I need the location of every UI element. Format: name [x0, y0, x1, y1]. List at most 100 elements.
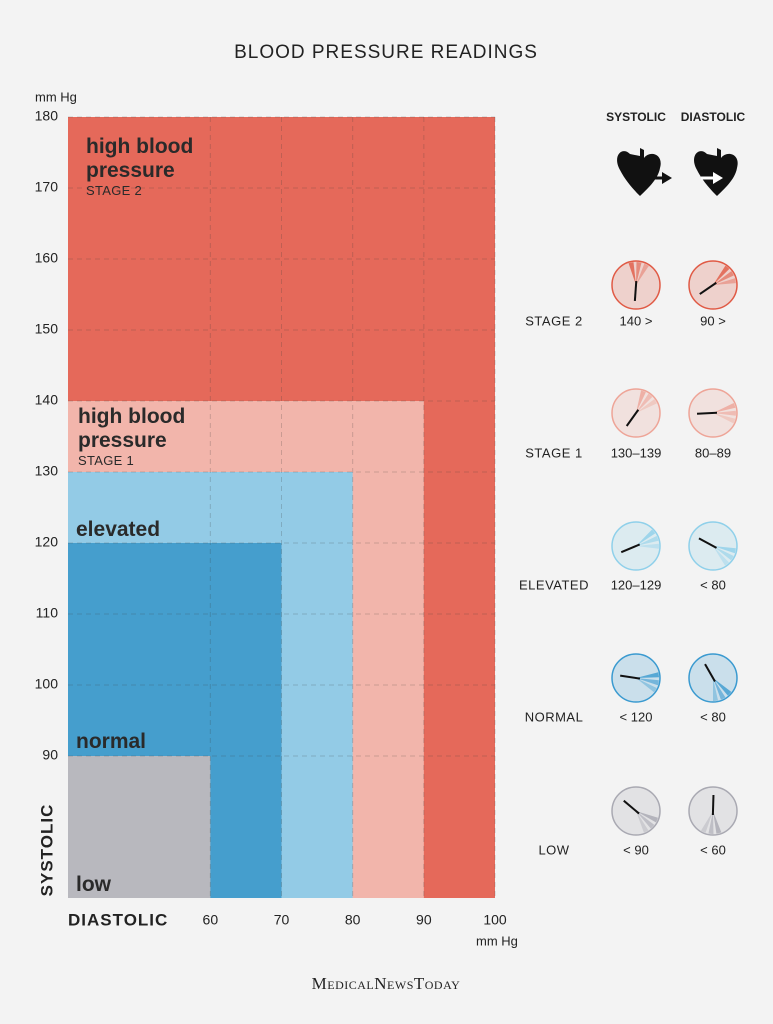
- zone-stage: STAGE 2: [86, 183, 143, 198]
- diastolic-range: < 60: [700, 842, 726, 857]
- gauge-wedge: [713, 265, 730, 285]
- diastolic-range: < 80: [700, 709, 726, 724]
- gauge-wedge: [713, 278, 736, 285]
- heart-icon: [617, 148, 672, 196]
- gauge-needle: [620, 674, 641, 680]
- gauge-needle: [698, 537, 717, 549]
- gauge-wedge: [713, 271, 734, 285]
- gauge-wedge: [636, 811, 658, 823]
- gauge-wedge: [628, 262, 636, 285]
- zones: [68, 117, 495, 898]
- y-tick-label: 100: [35, 676, 59, 692]
- gauge-wedge: [636, 535, 659, 546]
- gauge-wedge: [636, 393, 653, 413]
- gauge-needle: [699, 281, 717, 295]
- y-tick-label: 130: [35, 463, 59, 479]
- zone-label: normal: [76, 730, 226, 754]
- gauge-icon: [688, 653, 738, 703]
- y-tick-label: 140: [35, 392, 59, 408]
- gauge-wedge: [713, 678, 726, 700]
- gauge-wedge: [636, 678, 659, 686]
- x-tick-label: 60: [203, 912, 219, 928]
- gauge-wedge: [636, 672, 659, 678]
- x-title: DIASTOLIC: [68, 910, 168, 929]
- y-tick-label: 110: [36, 605, 59, 621]
- legend-row-label: ELEVATED: [519, 577, 589, 592]
- x-unit: mm Hg: [476, 933, 518, 948]
- x-tick-label: 90: [416, 912, 432, 928]
- zone-label: elevated: [76, 518, 226, 542]
- legend-header: SYSTOLIC: [606, 110, 666, 124]
- diastolic-range: 90 >: [700, 313, 726, 328]
- zone-name: elevated: [76, 518, 161, 541]
- gauge-icon: [611, 260, 661, 310]
- zone-label: low: [76, 873, 226, 897]
- y-tick-label: 170: [35, 179, 59, 195]
- y-tick-label: 160: [35, 250, 59, 266]
- heart-icon: [694, 148, 738, 196]
- gauge-wedge: [713, 811, 722, 834]
- zone-name: normal: [76, 730, 147, 753]
- gauge-wedge: [636, 811, 655, 829]
- gauge-needle: [704, 663, 716, 682]
- zone: [68, 756, 211, 898]
- gauge-wedge: [636, 529, 656, 546]
- gauge-wedge: [713, 678, 719, 701]
- y-tick-label: 120: [35, 534, 59, 550]
- systolic-range: 120–129: [611, 577, 662, 592]
- diastolic-range: < 80: [700, 577, 726, 592]
- gauge-needle: [620, 543, 641, 554]
- gauge-wedge: [700, 811, 713, 833]
- gauge-wedge: [708, 811, 714, 834]
- gauge-wedge: [636, 263, 649, 285]
- y-tick-label: 180: [35, 108, 59, 124]
- zone-stage: STAGE 1: [78, 453, 135, 468]
- gauge-icon: [611, 653, 661, 703]
- x-tick-label: 80: [345, 912, 361, 928]
- legend-row-label: STAGE 1: [525, 445, 582, 460]
- y-unit: mm Hg: [35, 89, 77, 104]
- gauge-icon: [688, 521, 738, 571]
- gauge-icon: [611, 786, 661, 836]
- gauge-icon: [688, 786, 738, 836]
- zone-label: high blood pressure STAGE 2: [86, 135, 236, 199]
- zone-name: high blood pressure: [78, 405, 186, 452]
- legend-row-label: STAGE 2: [525, 313, 582, 328]
- gauge-wedge: [713, 413, 736, 424]
- gauge-icon: [688, 260, 738, 310]
- systolic-range: 140 >: [620, 313, 653, 328]
- x-tick-label: 70: [274, 912, 290, 928]
- systolic-range: < 90: [623, 842, 649, 857]
- gauge-wedge: [636, 543, 659, 549]
- gauge-wedge: [713, 678, 732, 696]
- systolic-range: 130–139: [611, 445, 662, 460]
- gauge-wedge: [713, 410, 736, 416]
- legend-row-label: LOW: [538, 842, 569, 857]
- diastolic-range: 80–89: [695, 445, 731, 460]
- zone-label: high blood pressure STAGE 1: [78, 405, 228, 469]
- gauge-needle: [633, 280, 638, 302]
- gauge-wedge: [713, 546, 730, 566]
- gauge-wedge: [636, 399, 657, 413]
- gauge-wedge: [636, 390, 646, 413]
- zone-name: high blood pressure: [86, 135, 194, 182]
- gauge-needle: [625, 409, 640, 427]
- y-title: SYSTOLIC: [37, 804, 56, 897]
- y-tick-label: 90: [42, 747, 58, 763]
- gauge-wedge: [636, 678, 657, 693]
- footer-brand: MedicalNewsToday: [312, 974, 461, 993]
- gauge-needle: [711, 794, 715, 816]
- gauge-needle: [623, 799, 640, 815]
- gauge-wedge: [713, 402, 736, 413]
- legend-header: DIASTOLIC: [681, 110, 746, 124]
- gauge-icon: [611, 388, 661, 438]
- zone-name: low: [76, 873, 111, 896]
- legend-row-label: NORMAL: [525, 709, 584, 724]
- gauge-icon: [688, 388, 738, 438]
- gauge-wedge: [636, 262, 642, 285]
- y-tick-label: 150: [35, 321, 59, 337]
- gauge-wedge: [713, 546, 736, 554]
- gauge-needle: [696, 411, 718, 415]
